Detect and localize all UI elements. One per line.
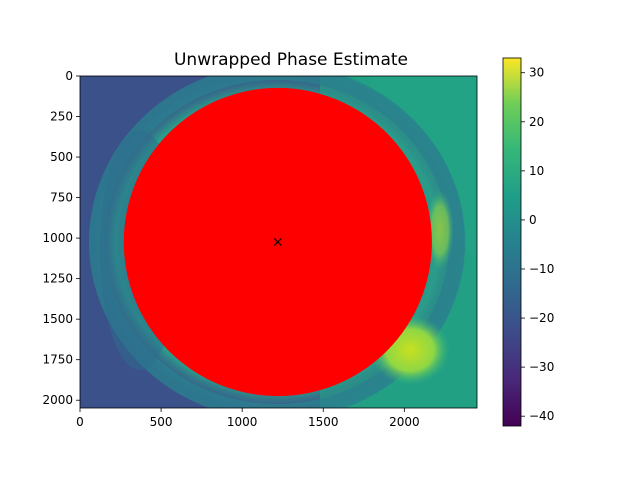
x-tick-label: 2000 bbox=[389, 415, 420, 429]
y-tick-label: 1250 bbox=[42, 272, 73, 286]
ring-outer-band bbox=[89, 76, 465, 408]
colorbar-tick-label: −30 bbox=[529, 360, 554, 374]
chart-title: Unwrapped Phase Estimate bbox=[174, 50, 408, 70]
y-axis: 0 250 500 750 1000 1250 1500 1750 2000 bbox=[42, 69, 80, 407]
colorbar-tick-label: 0 bbox=[529, 213, 537, 227]
x-tick-label: 1000 bbox=[227, 415, 258, 429]
axes-frame bbox=[79, 75, 478, 409]
x-axis: 0 500 1000 1500 2000 bbox=[76, 408, 420, 429]
colorbar-tick-label: 20 bbox=[529, 115, 544, 129]
colorbar-axis: −40 −30 −20 −10 0 10 20 30 bbox=[521, 66, 554, 423]
colorbar-tick-label: 30 bbox=[529, 66, 544, 80]
y-tick-label: 750 bbox=[50, 191, 73, 205]
x-tick-label: 1500 bbox=[308, 415, 339, 429]
bright-patch-2 bbox=[426, 190, 454, 270]
x-tick-label: 500 bbox=[150, 415, 173, 429]
colorbar-tick-label: 10 bbox=[529, 164, 544, 178]
y-tick-label: 0 bbox=[65, 69, 73, 83]
colorbar-tick-label: −10 bbox=[529, 262, 554, 276]
x-tick-label: 0 bbox=[76, 415, 84, 429]
y-tick-label: 1500 bbox=[42, 312, 73, 326]
y-tick-label: 2000 bbox=[42, 393, 73, 407]
colorbar-tick-label: −40 bbox=[529, 409, 554, 423]
y-tick-label: 1000 bbox=[42, 231, 73, 245]
colorbar bbox=[502, 57, 522, 427]
y-tick-label: 500 bbox=[50, 150, 73, 164]
center-x-marker bbox=[273, 238, 282, 246]
y-tick-label: 250 bbox=[50, 110, 73, 124]
colorbar-tick-label: −20 bbox=[529, 311, 554, 325]
y-tick-label: 1750 bbox=[42, 353, 73, 367]
